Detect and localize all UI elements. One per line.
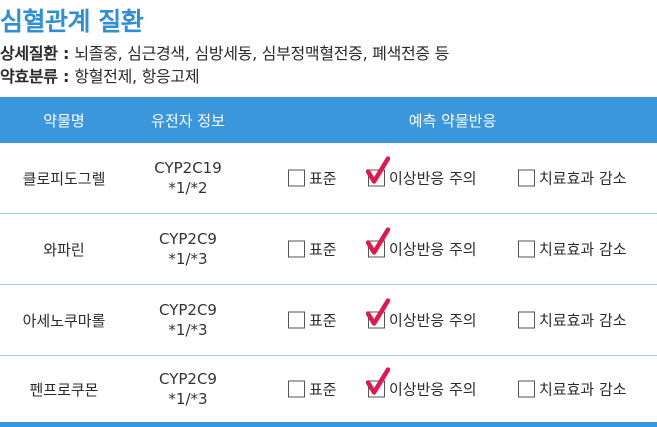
header-gene-info: 유전자 정보 <box>151 111 225 130</box>
genotype: *1/*2 <box>168 179 208 197</box>
option-label: 치료효과 감소 <box>539 380 627 399</box>
checkbox[interactable] <box>288 240 305 258</box>
option-label: 이상반응 주의 <box>389 311 477 330</box>
drug-class-info: 약효분류 : 항혈전제, 항응고제 <box>0 63 200 87</box>
diseases-separator: : <box>57 44 75 63</box>
header-predicted-response: 예측 약물반응 <box>408 111 497 130</box>
response-option[interactable]: 표준 <box>288 168 337 189</box>
table-row: 클로피도그렐 CYP2C19 *1/*2 표준 이상반응 주의 치료효과 감소 <box>0 143 657 214</box>
drug-class-label: 약효분류 <box>0 67 58 86</box>
gene-info: CYP2C19 *1/*2 <box>128 158 248 198</box>
checkmark-icon <box>366 227 390 255</box>
table-row: 아세노쿠마롤 CYP2C9 *1/*3 표준 이상반응 주의 치료효과 감소 <box>0 285 657 356</box>
response-option[interactable]: 이상반응 주의 <box>366 367 477 400</box>
option-label: 이상반응 주의 <box>389 240 477 259</box>
checkbox[interactable] <box>288 311 305 329</box>
checkmark-icon <box>366 156 390 184</box>
response-option[interactable]: 치료효과 감소 <box>518 168 627 189</box>
drug-response-table: 약물명 유전자 정보 예측 약물반응 클로피도그렐 CYP2C19 *1/*2 표준 이… <box>0 97 657 427</box>
genotype: *1/*3 <box>168 250 208 268</box>
option-label: 표준 <box>309 311 337 330</box>
genotype: *1/*3 <box>168 321 208 339</box>
response-options: 표준 이상반응 주의 치료효과 감소 <box>248 356 657 422</box>
table-row: 와파린 CYP2C9 *1/*3 표준 이상반응 주의 치료효과 감소 <box>0 214 657 285</box>
gene-name: CYP2C19 <box>154 159 222 177</box>
option-label: 이상반응 주의 <box>389 380 477 399</box>
checkmark-icon <box>366 298 390 326</box>
checkbox[interactable] <box>366 367 390 398</box>
option-label: 이상반응 주의 <box>389 169 477 188</box>
drug-class-separator: : <box>57 67 75 86</box>
response-options: 표준 이상반응 주의 치료효과 감소 <box>248 214 657 284</box>
gene-name: CYP2C9 <box>159 301 217 319</box>
option-label: 표준 <box>309 380 337 399</box>
response-options: 표준 이상반응 주의 치료효과 감소 <box>248 143 657 213</box>
response-option[interactable]: 이상반응 주의 <box>366 298 477 331</box>
response-option[interactable]: 표준 <box>288 310 337 331</box>
checkbox[interactable] <box>288 380 305 398</box>
genotype: *1/*3 <box>168 390 208 408</box>
table-row: 펜프로쿠몬 CYP2C9 *1/*3 표준 이상반응 주의 치료효과 감소 <box>0 356 657 427</box>
drug-class-value: 항혈전제, 항응고제 <box>74 67 200 86</box>
diseases-value: 뇌졸중, 심근경색, 심방세동, 심부정맥혈전증, 폐색전증 등 <box>74 44 450 63</box>
page-title: 심혈관계 질환 <box>0 7 144 36</box>
table-body: 클로피도그렐 CYP2C19 *1/*2 표준 이상반응 주의 치료효과 감소 와파린 CYP… <box>0 143 657 427</box>
checkbox[interactable] <box>366 156 390 187</box>
checkbox[interactable] <box>288 169 305 187</box>
response-option[interactable]: 치료효과 감소 <box>518 379 627 400</box>
checkbox[interactable] <box>518 380 535 398</box>
option-label: 치료효과 감소 <box>539 311 627 330</box>
drug-name: 와파린 <box>43 240 85 259</box>
response-options: 표준 이상반응 주의 치료효과 감소 <box>248 285 657 355</box>
drug-name: 펜프로쿠몬 <box>29 380 99 399</box>
checkbox[interactable] <box>518 169 535 187</box>
option-label: 치료효과 감소 <box>539 240 627 259</box>
gene-info: CYP2C9 *1/*3 <box>128 229 248 269</box>
response-option[interactable]: 치료효과 감소 <box>518 310 627 331</box>
response-option[interactable]: 치료효과 감소 <box>518 239 627 260</box>
response-option[interactable]: 표준 <box>288 239 337 260</box>
table-header: 약물명 유전자 정보 예측 약물반응 <box>0 97 657 143</box>
checkbox[interactable] <box>366 227 390 258</box>
option-label: 치료효과 감소 <box>539 169 627 188</box>
gene-name: CYP2C9 <box>159 370 217 388</box>
gene-info: CYP2C9 *1/*3 <box>128 369 248 409</box>
drug-name: 클로피도그렐 <box>22 169 106 188</box>
option-label: 표준 <box>309 240 337 259</box>
diseases-label: 상세질환 <box>0 44 58 63</box>
option-label: 표준 <box>309 169 337 188</box>
drug-name: 아세노쿠마롤 <box>22 311 106 330</box>
checkmark-icon <box>366 367 390 395</box>
gene-info: CYP2C9 *1/*3 <box>128 300 248 340</box>
response-option[interactable]: 표준 <box>288 379 337 400</box>
checkbox[interactable] <box>366 298 390 329</box>
response-option[interactable]: 이상반응 주의 <box>366 227 477 260</box>
header-drug-name: 약물명 <box>43 111 85 130</box>
checkbox[interactable] <box>518 240 535 258</box>
gene-name: CYP2C9 <box>159 230 217 248</box>
disease-info: 상세질환 : 뇌졸중, 심근경색, 심방세동, 심부정맥혈전증, 폐색전증 등 <box>0 40 449 64</box>
response-option[interactable]: 이상반응 주의 <box>366 156 477 189</box>
checkbox[interactable] <box>518 311 535 329</box>
